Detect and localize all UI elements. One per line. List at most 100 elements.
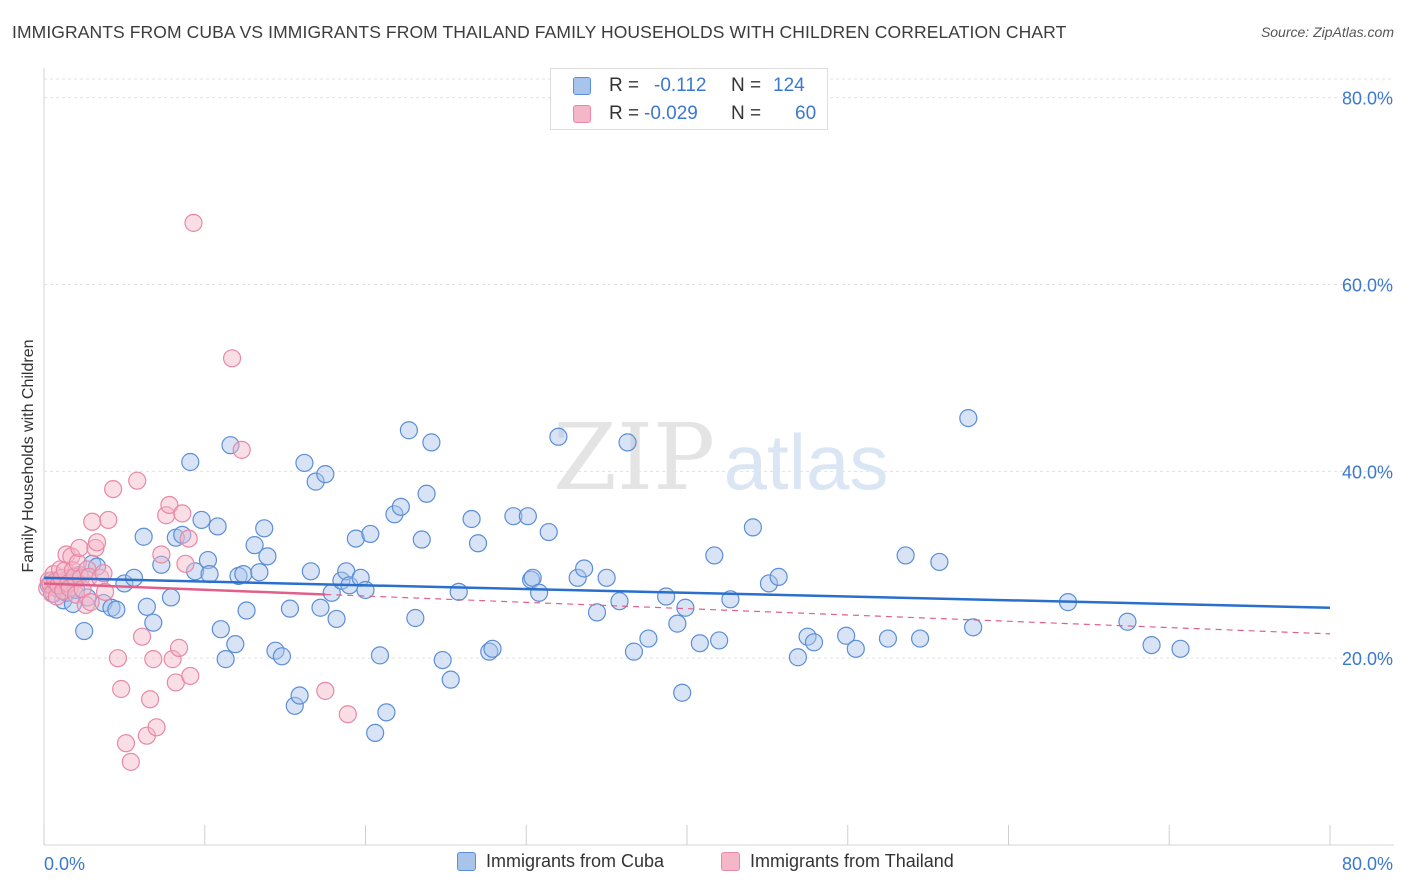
thailand-point	[163, 650, 182, 669]
cuba-point	[211, 620, 230, 639]
legend-item-cuba[interactable]: Immigrants from Cuba	[457, 851, 664, 872]
thailand-point	[222, 349, 242, 368]
cuba-point	[417, 484, 436, 503]
thailand-point	[338, 705, 357, 724]
cuba-point	[523, 568, 542, 587]
cuba-point	[930, 552, 949, 572]
cuba-point	[743, 518, 763, 537]
thailand-point	[99, 510, 118, 530]
cuba-point	[710, 631, 729, 650]
cuba-point	[75, 621, 94, 641]
thailand-point	[152, 545, 171, 564]
cuba-point	[137, 597, 156, 616]
cuba-point	[301, 562, 320, 581]
cuba-point	[480, 642, 499, 661]
cuba-point	[896, 546, 915, 565]
thailand-point	[176, 554, 195, 573]
thailand-r-label: R =	[609, 103, 640, 124]
thailand-point	[104, 479, 123, 499]
thailand-point	[128, 471, 147, 490]
cuba-point	[1171, 639, 1190, 658]
cuba-point	[124, 568, 144, 587]
thailand-point	[81, 593, 100, 612]
y-tick-label: 60.0%	[1342, 276, 1393, 296]
thailand-point	[83, 512, 102, 531]
cuba-point	[406, 608, 425, 628]
cuba-point	[385, 505, 404, 524]
thailand-point	[316, 681, 335, 700]
thailand-point	[157, 506, 176, 525]
cuba-point	[306, 472, 325, 491]
thailand-point	[184, 213, 203, 232]
cuba-point	[290, 686, 309, 705]
cuba-point	[107, 600, 126, 619]
cuba-point	[295, 453, 314, 473]
cuba-point	[272, 647, 292, 666]
cuba-point	[518, 507, 537, 526]
cuba-point	[412, 530, 431, 549]
cuba-point	[964, 618, 983, 637]
cuba-n-label: N =	[731, 75, 762, 96]
stats-row-thailand: R = -0.029 N = 60	[573, 103, 823, 125]
stats-legend: R = -0.112 N = 124 R = -0.029 N = 60	[550, 68, 828, 130]
y-tick-label: 80.0%	[1342, 89, 1393, 109]
cuba-point	[366, 723, 385, 743]
cuba-point	[198, 550, 218, 570]
cuba-point	[433, 650, 452, 670]
cuba-point	[144, 613, 163, 632]
cuba-point	[668, 614, 687, 633]
thailand-point	[70, 538, 89, 558]
cuba-point	[878, 629, 898, 648]
thailand-trend-line-dashed	[325, 593, 1331, 635]
legend-label-thailand: Immigrants from Thailand	[750, 851, 954, 871]
thailand-point	[144, 650, 163, 669]
cuba-point	[673, 683, 692, 702]
cuba-point	[449, 582, 468, 601]
thailand-n-label: N =	[731, 103, 762, 124]
watermark: ZIP atlas	[553, 404, 888, 511]
cuba-point	[837, 626, 856, 645]
cuba-point	[258, 547, 277, 566]
cuba-point	[690, 634, 709, 653]
thailand-point	[132, 627, 152, 646]
cuba-point	[221, 436, 240, 455]
thailand-point	[68, 553, 87, 572]
thailand-point	[147, 718, 166, 737]
legend-label-cuba: Immigrants from Cuba	[486, 851, 665, 871]
cuba-point	[575, 559, 594, 578]
cuba-point	[285, 696, 304, 715]
legend-item-thailand[interactable]: Immigrants from Thailand	[721, 851, 954, 872]
cuba-point	[346, 529, 365, 548]
cuba-point	[705, 546, 724, 565]
cuba-point	[610, 592, 629, 611]
thailand-point	[232, 440, 251, 459]
thailand-point	[181, 666, 200, 686]
cuba-swatch	[573, 77, 591, 95]
cuba-point	[399, 421, 419, 440]
cuba-point	[788, 648, 808, 667]
cuba-point	[462, 509, 481, 529]
cuba-point	[422, 433, 441, 452]
thailand-point	[112, 679, 131, 699]
cuba-point	[391, 497, 410, 516]
cuba-point	[483, 639, 502, 658]
legend-swatch-cuba	[457, 852, 476, 871]
thailand-r-value: -0.029	[644, 103, 698, 124]
x-tick-label-max: 80.0%	[1342, 854, 1393, 874]
cuba-point	[226, 635, 245, 654]
cuba-point	[624, 642, 644, 661]
cuba-point	[311, 598, 330, 617]
cuba-point	[639, 629, 658, 648]
x-tick-label-min: 0.0%	[44, 854, 85, 874]
cuba-point	[804, 633, 824, 652]
thailand-point	[169, 638, 189, 657]
chart-title: IMMIGRANTS FROM CUBA VS IMMIGRANTS FROM …	[12, 22, 1067, 42]
cuba-point	[468, 534, 488, 553]
cuba-point	[161, 588, 181, 607]
cuba-point	[186, 562, 205, 581]
cuba-point	[657, 587, 676, 606]
y-tick-label: 20.0%	[1342, 649, 1393, 669]
cuba-point	[441, 670, 460, 689]
cuba-point	[1142, 635, 1161, 655]
